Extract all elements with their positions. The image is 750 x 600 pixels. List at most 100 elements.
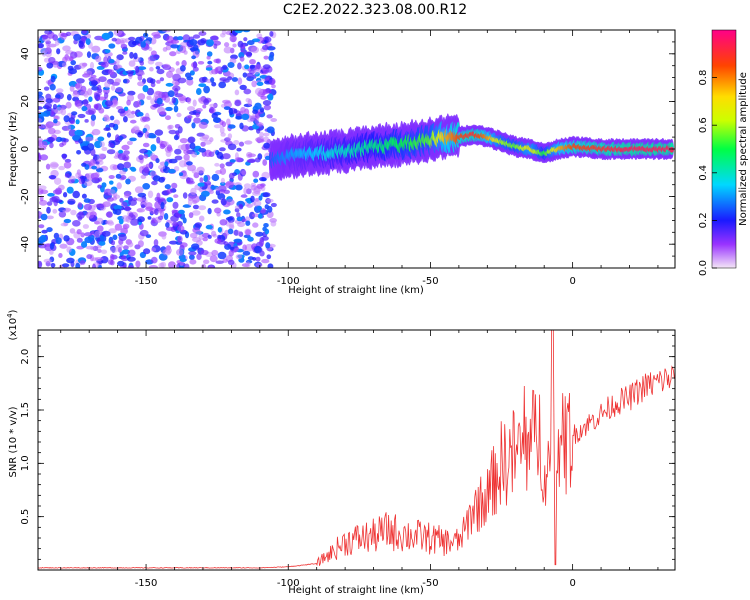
heatmap-noise-cell [266,254,272,260]
heatmap-noise-cell [189,232,198,239]
heatmap-noise-cell [270,202,277,208]
heatmap-noise-cell [154,208,159,216]
heatmap-noise-cell [76,78,85,84]
heatmap-noise-cell [199,177,204,183]
heatmap-noise-cell [82,224,89,229]
heatmap-noise-cell [115,58,120,66]
heatmap-noise-cell [155,91,163,96]
snr-panel: -150 -100 -50 0 0.5 1.0 1.5 2.0 Height of stra… [6,309,676,596]
heatmap-noise-cell [270,118,278,122]
heatmap-noise-cell [45,93,52,100]
heatmap-noise-cell [235,254,243,260]
heatmap-noise-cell [209,103,218,108]
heatmap-noise-cell [214,207,222,214]
heatmap-noise-cell [177,126,183,134]
heatmap-noise-cell [168,261,176,268]
heatmap-noise-cell [171,182,178,189]
heatmap-noise-cell [106,197,114,202]
heatmap-noise-cell [234,89,240,96]
heatmap-noise-cell [220,198,227,206]
heatmap-noise-cell [94,257,104,261]
heatmap-noise-cell [108,43,116,49]
heatmap-noise-cell [38,118,42,123]
heatmap-noise-cell [206,51,213,57]
heatmap-noise-cell [218,81,227,89]
chart-title: C2E2.2022.323.08.00.R12 [282,2,468,18]
heatmap-noise-cell [177,235,183,243]
heatmap-noise-cell [123,116,128,123]
heatmap-noise-cell [130,119,137,124]
heatmap-noise-cell [185,143,191,150]
heatmap-noise-cell [156,136,161,144]
heatmap-noise-cell [200,249,209,256]
heatmap-noise-cell [143,248,151,255]
heatmap-noise-cell [153,239,159,247]
heatmap-noise-cell [144,131,150,139]
heatmap-noise-cell [210,77,215,83]
heatmap-noise-cell [76,212,85,220]
heatmap-noise-cell [190,187,197,195]
heatmap-noise-cell [263,223,269,228]
heatmap-noise-cell [203,175,208,182]
heatmap-noise-cell [260,95,267,100]
heatmap-noise-cell [251,80,257,88]
heatmap-noise-cell [151,180,158,186]
heatmap-noise-cell [265,242,271,249]
heatmap-noise-cell [164,161,169,167]
heatmap-noise-cell [186,161,193,166]
heatmap-noise-cell [127,265,135,268]
heatmap-noise-cell [106,132,112,138]
heatmap-noise-cell [177,36,184,41]
heatmap-noise-cell [220,132,226,137]
heatmap-noise-cell [85,136,94,142]
y-tick-label: 0 [20,146,31,152]
heatmap-noise-cell [236,212,241,218]
heatmap-noise-cell [58,253,63,258]
heatmap-noise-cell [246,72,254,78]
heatmap-noise-cell [178,209,185,215]
heatmap-noise-cell [142,32,149,38]
heatmap-noise-cell [192,34,201,39]
heatmap-noise-cell [128,40,137,48]
heatmap-noise-cell [65,101,72,109]
heatmap-noise-cell [203,259,210,265]
heatmap-noise-cell [178,160,187,168]
heatmap-noise-cell [63,161,72,169]
heatmap-noise-cell [222,64,228,70]
heatmap-noise-cell [247,153,256,158]
heatmap-noise-cell [81,193,87,199]
heatmap-noise-cell [126,99,131,106]
heatmap-noise-cell [130,218,139,226]
heatmap-noise-cell [130,167,137,172]
heatmap-noise-cell [109,180,114,185]
heatmap-noise-cell [139,148,149,154]
heatmap-noise-cell [125,178,131,185]
heatmap-noise-cell [49,249,54,255]
heatmap-noise-cell [66,246,72,253]
heatmap-noise-cell [159,77,165,82]
heatmap-noise-cell [264,204,269,210]
heatmap-noise-cell [38,185,47,190]
heatmap-noise-cell [145,163,152,168]
heatmap-noise-cell [191,243,200,250]
heatmap-noise-cell [117,260,125,267]
heatmap-noise-cell [188,251,197,256]
heatmap-noise-cell [58,165,65,171]
heatmap-noise-cell [68,68,77,75]
heatmap-noise-cell [63,138,69,143]
heatmap-noise-cell [143,153,149,159]
heatmap-noise-cell [166,70,174,79]
heatmap-noise-cell [150,50,157,56]
heatmap-noise-cell [242,30,251,33]
y-tick-label: 0.5 [20,509,31,525]
heatmap-noise-cell [44,102,52,109]
heatmap-noise-cell [55,237,62,245]
heatmap-noise-cell [48,127,56,135]
x-tick-label: -100 [277,578,300,589]
heatmap-noise-cell [249,59,256,65]
heatmap-noise-cell [69,228,76,234]
heatmap-noise-cell [96,203,105,209]
heatmap-noise-cell [110,240,116,246]
heatmap-noise-cell [119,170,127,175]
heatmap-noise-cell [86,143,95,151]
